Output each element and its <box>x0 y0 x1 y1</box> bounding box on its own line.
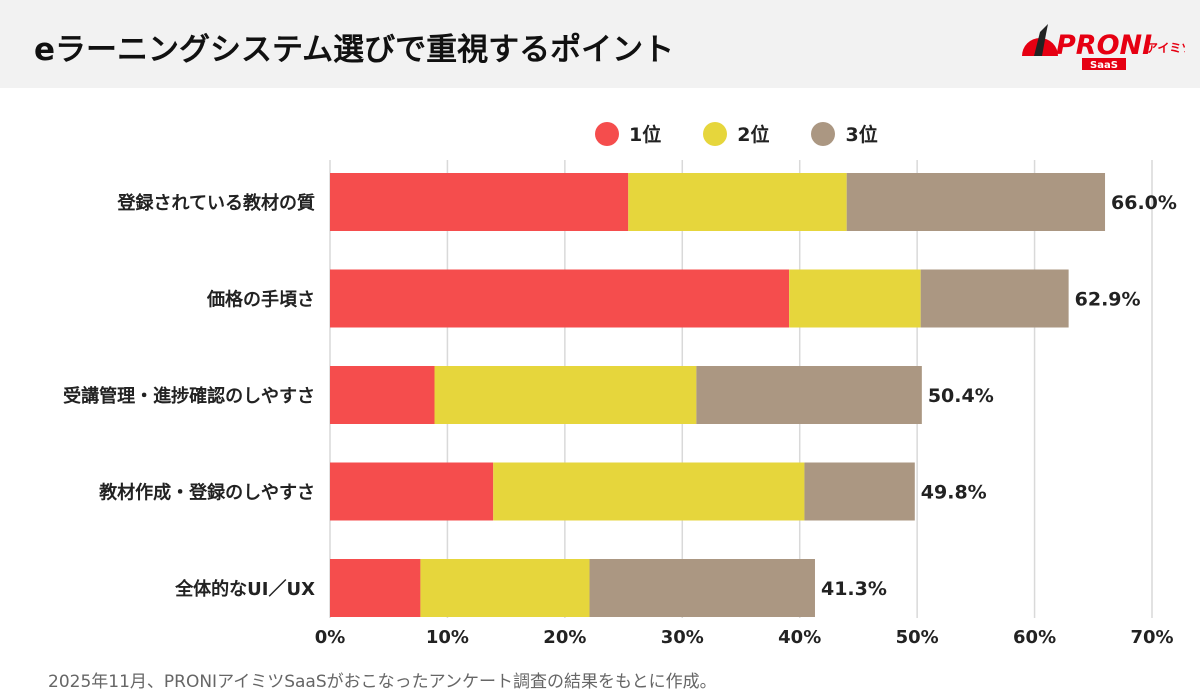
total-label: 62.9% <box>1075 289 1141 311</box>
legend-swatch <box>703 121 728 146</box>
header: eラーニングシステム選びで重視するポイント PRONI アイミツ SaaS <box>0 0 1200 88</box>
legend-label: 1位 <box>629 124 662 146</box>
total-label: 49.8% <box>921 482 987 504</box>
bar-segment <box>434 366 697 424</box>
x-tick-label: 30% <box>661 627 704 648</box>
total-label: 50.4% <box>928 385 994 407</box>
stacked-bar-chart: 0% 10% 20% 30% 40% 50% 60% 70% 登録されている教材の質 66.0% 価… <box>63 160 1177 648</box>
bar-segment <box>628 173 847 231</box>
svg-text:PRONI: PRONI <box>1056 30 1152 61</box>
bar-segment <box>696 366 922 424</box>
legend: 1位 2位 3位 <box>595 120 878 147</box>
footnote: 2025年11月、PRONIアイミツSaaSがおこなったアンケート調査の結果をも… <box>48 672 717 692</box>
legend-swatch <box>811 121 836 146</box>
legend-item: 3位 <box>811 120 878 147</box>
legend-item: 2位 <box>703 120 769 147</box>
x-tick-label: 50% <box>896 627 939 648</box>
x-tick-label: 0% <box>315 627 346 648</box>
bar-segment <box>330 559 421 617</box>
x-tick-label: 20% <box>543 627 586 648</box>
category-label: 登録されている教材の質 <box>117 192 315 214</box>
total-label: 66.0% <box>1111 192 1177 214</box>
legend-label: 2位 <box>737 124 770 146</box>
legend-label: 3位 <box>845 124 878 146</box>
total-label: 41.3% <box>821 578 887 600</box>
x-tick-label: 70% <box>1130 627 1173 648</box>
bar-segment <box>493 462 805 521</box>
svg-text:アイミツ: アイミツ <box>1146 41 1185 55</box>
proni-logo: PRONI アイミツ SaaS <box>1022 24 1185 70</box>
bar-segment <box>330 269 790 328</box>
bar-segment <box>420 559 590 617</box>
bar-segment <box>804 462 915 521</box>
bar-segment <box>920 269 1069 328</box>
svg-text:SaaS: SaaS <box>1090 60 1118 70</box>
bar-segment <box>330 173 629 231</box>
category-label: 受講管理・進捗確認のしやすさ <box>63 385 315 407</box>
legend-item: 1位 <box>595 120 661 147</box>
bar-segment <box>330 366 435 424</box>
x-tick-label: 10% <box>426 627 469 648</box>
legend-swatch <box>595 121 619 146</box>
bar-segment <box>589 559 815 617</box>
x-tick-label: 40% <box>778 627 821 648</box>
category-label: 全体的なUI／UX <box>174 578 315 600</box>
bar-segment <box>330 462 494 521</box>
page-title: eラーニングシステム選びで重視するポイント <box>34 32 675 68</box>
bar-segment <box>846 173 1106 231</box>
bar-segment <box>789 269 921 328</box>
x-tick-label: 60% <box>1013 627 1056 648</box>
category-label: 価格の手頃さ <box>206 289 315 311</box>
category-label: 教材作成・登録のしやすさ <box>99 482 315 504</box>
